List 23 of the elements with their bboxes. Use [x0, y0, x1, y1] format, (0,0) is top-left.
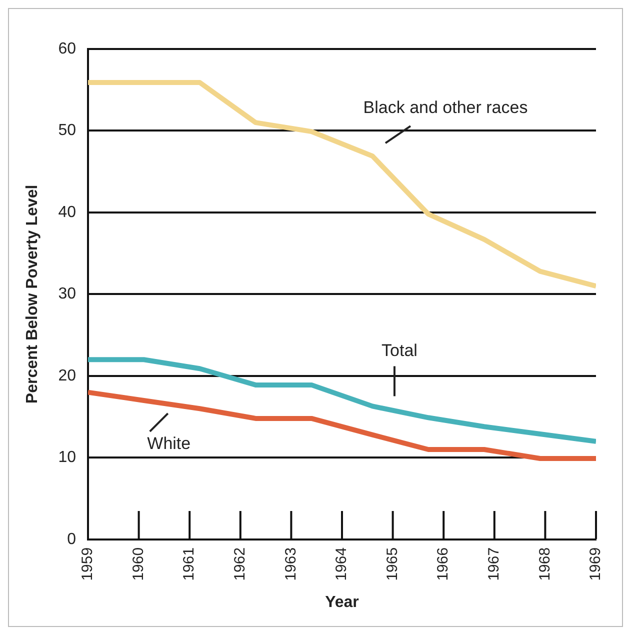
y-tick-label: 20	[58, 367, 76, 384]
y-tick-label: 30	[58, 286, 76, 303]
x-tick-label: 1962	[232, 547, 249, 581]
y-tick-label: 50	[58, 122, 76, 140]
x-tick-label: 1963	[282, 547, 300, 581]
text: Total	[382, 340, 418, 360]
x-tick-label: 1960	[130, 547, 147, 581]
y-tick-label: 0	[67, 530, 76, 548]
x-tick-label: 1967	[486, 547, 503, 581]
y-axis-title: Percent Below Poverty Level	[24, 184, 42, 404]
series-label: White	[147, 434, 191, 454]
x-tick-label: 1966	[434, 547, 452, 581]
x-tick-label: 1961	[180, 547, 198, 581]
x-tick-label: 1964	[333, 547, 350, 581]
x-tick-label: 1965	[384, 547, 401, 581]
y-tick-label: 60	[58, 40, 76, 58]
y-tick-label: 40	[58, 204, 76, 221]
x-tick-label: 1959	[79, 547, 96, 581]
x-tick-label: 1968	[536, 547, 554, 581]
series-label: Black and other races	[363, 98, 528, 117]
x-axis-title: Year	[325, 594, 359, 611]
x-tick-label: 1969	[587, 547, 604, 581]
y-tick-label: 10	[58, 449, 76, 466]
